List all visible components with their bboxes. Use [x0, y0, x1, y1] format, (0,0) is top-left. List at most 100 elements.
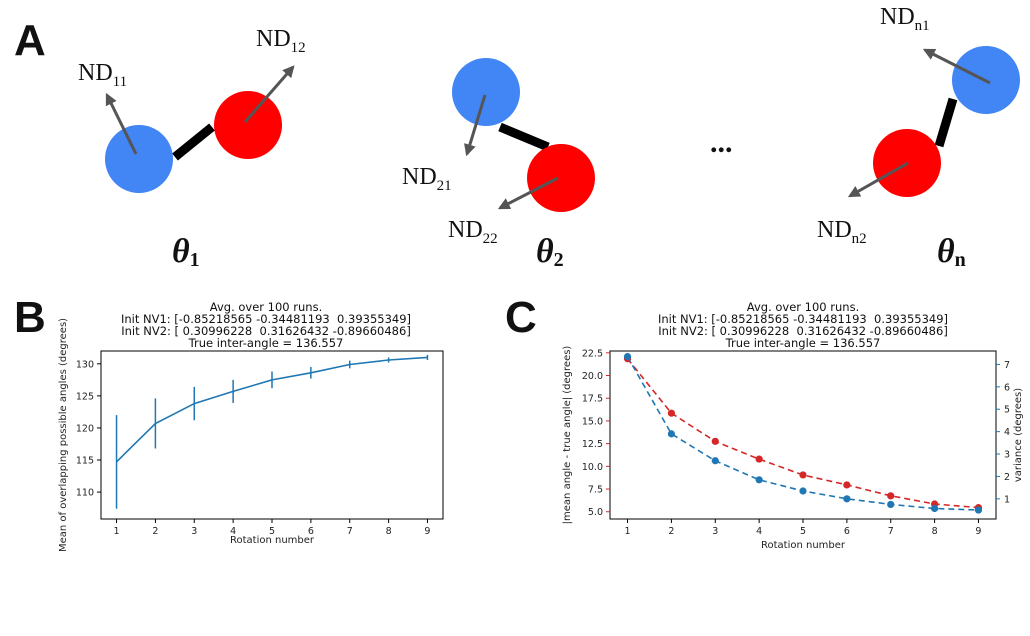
- error-series-point: [667, 409, 676, 417]
- chart-c-title: Avg. over 100 runs. Init NV1: [-0.852185…: [658, 300, 948, 350]
- x-tick-label: 9: [975, 526, 981, 537]
- label-ndn1: NDn1: [880, 4, 930, 34]
- y-axis-label-right: variance (degrees): [1013, 388, 1024, 482]
- y-tick-label-left: 12.5: [582, 439, 603, 450]
- molecule-2: ND21 ND22 θ2: [402, 58, 595, 271]
- x-tick-label: 8: [386, 526, 392, 537]
- red-atom-1: [214, 91, 282, 159]
- theta-2: θ2: [536, 233, 564, 271]
- bond-1: [172, 123, 215, 161]
- arrow-nd21: [464, 94, 487, 157]
- error-series-point: [711, 437, 719, 445]
- variance-series-point: [930, 504, 939, 513]
- y-tick-label-right: 2: [1004, 472, 1010, 483]
- variance-series-line: [626, 356, 979, 511]
- molecule-n: NDn1 NDn2 θn: [817, 4, 1020, 271]
- x-tick-label: 4: [230, 526, 236, 537]
- error-series-point: [843, 481, 851, 489]
- theta-1: θ1: [172, 233, 200, 271]
- chart-c-title-line: True inter-angle = 136.557: [725, 336, 881, 350]
- y-tick-label-right: 1: [1004, 494, 1010, 505]
- y-tick-label-right: 3: [1004, 450, 1010, 461]
- label-nd21: ND21: [402, 164, 452, 194]
- chart-c-title-line: Avg. over 100 runs.: [747, 300, 859, 314]
- panel-a-letter: A: [14, 16, 46, 65]
- variance-series-point: [623, 353, 632, 361]
- molecule-1: ND11 ND12 θ1: [78, 26, 306, 271]
- variance-series-point: [711, 457, 719, 465]
- x-tick-label: 3: [191, 526, 197, 537]
- panel-c: C Avg. over 100 runs. Init NV1: [-0.8521…: [505, 293, 1024, 551]
- y-tick-label: 115: [76, 456, 94, 467]
- error-series-point: [887, 492, 895, 500]
- y-tick-label-left: 22.5: [582, 348, 603, 359]
- x-tick-label: 5: [800, 526, 806, 537]
- chart-b-title-line: Avg. over 100 runs.: [210, 300, 322, 314]
- bond-n: [934, 97, 958, 148]
- x-tick-label: 4: [756, 526, 762, 537]
- chart-b-title: Avg. over 100 runs. Init NV1: [-0.852185…: [121, 300, 411, 350]
- y-tick-label-right: 4: [1004, 427, 1010, 438]
- y-tick-label-left: 15.0: [582, 416, 603, 427]
- arrow-ndn2: [847, 161, 909, 198]
- panel-b-letter: B: [14, 293, 46, 342]
- y-tick-label-left: 5.0: [588, 507, 603, 518]
- y-tick-label-left: 17.5: [582, 394, 603, 405]
- chart-b: 1 2 3 4 5 6 7 8 9 110 115 120 125 130 Rotation number M…: [58, 318, 444, 552]
- y-tick-label-right: 7: [1004, 360, 1010, 371]
- x-tick-label: 3: [712, 526, 718, 537]
- y-tick-label: 130: [76, 359, 94, 370]
- blue-atom-2: [452, 58, 520, 126]
- label-nd11: ND11: [78, 60, 127, 90]
- y-tick-label-right: 6: [1004, 382, 1010, 393]
- x-tick-label: 2: [152, 526, 158, 537]
- variance-series-point: [667, 430, 676, 438]
- panel-b: B Avg. over 100 runs. Init NV1: [-0.8521…: [14, 293, 444, 552]
- blue-atom-1: [105, 125, 173, 193]
- arrow-nd11: [105, 92, 138, 155]
- label-nd22: ND22: [448, 217, 498, 247]
- variance-series-point: [799, 487, 807, 495]
- y-tick-label: 120: [76, 423, 94, 434]
- x-tick-label: 5: [269, 526, 275, 537]
- chart-c-title-line: Init NV1: [-0.85218565 -0.34481193 0.393…: [658, 312, 948, 326]
- x-tick-label: 6: [844, 526, 850, 537]
- x-tick-label: 6: [308, 526, 314, 537]
- x-tick-label: 1: [114, 526, 120, 537]
- chart-b-title-line: Init NV2: [ 0.30996228 0.31626432 -0.896…: [121, 324, 411, 338]
- variance-series-point: [974, 506, 983, 514]
- x-axis-label: Rotation number: [230, 535, 315, 546]
- x-tick-label: 7: [888, 526, 894, 537]
- chart-b-title-line: True inter-angle = 136.557: [188, 336, 344, 350]
- y-tick-label: 110: [76, 488, 94, 499]
- y-tick-label-left: 7.5: [588, 485, 603, 496]
- panel-a: A ND11 ND12 θ1 ND21 ND22 θ2 ...: [14, 4, 1020, 271]
- chart-b-title-line: Init NV1: [-0.85218565 -0.34481193 0.393…: [121, 312, 411, 326]
- x-tick-label: 7: [347, 526, 353, 537]
- error-series-point: [755, 455, 763, 463]
- arrow-nd22: [497, 176, 559, 210]
- arrow-nd12: [243, 65, 295, 123]
- red-atom-2: [527, 144, 595, 212]
- x-tick-label: 2: [668, 526, 674, 537]
- y-tick-label-right: 5: [1004, 405, 1010, 416]
- arrow-ndn1: [922, 48, 991, 85]
- ellipsis: ...: [710, 126, 733, 159]
- x-tick-label: 9: [424, 526, 430, 537]
- variance-series-point: [843, 495, 851, 503]
- x-tick-label: 1: [625, 526, 631, 537]
- label-nd12: ND12: [256, 26, 306, 56]
- chart-c-title-line: Init NV2: [ 0.30996228 0.31626432 -0.896…: [658, 324, 948, 338]
- y-tick-label: 125: [76, 391, 94, 402]
- variance-series-point: [887, 500, 895, 509]
- theta-n: θn: [937, 233, 966, 271]
- error-series-line: [626, 358, 979, 509]
- x-axis-label: Rotation number: [761, 540, 846, 551]
- label-ndn2: NDn2: [817, 217, 867, 247]
- y-tick-label-left: 10.0: [582, 462, 603, 473]
- y-tick-label-left: 20.0: [582, 371, 603, 382]
- y-axis-label-left: |mean angle - true angle| (degrees): [562, 346, 573, 525]
- bond-2: [498, 122, 550, 152]
- panel-c-letter: C: [505, 293, 537, 342]
